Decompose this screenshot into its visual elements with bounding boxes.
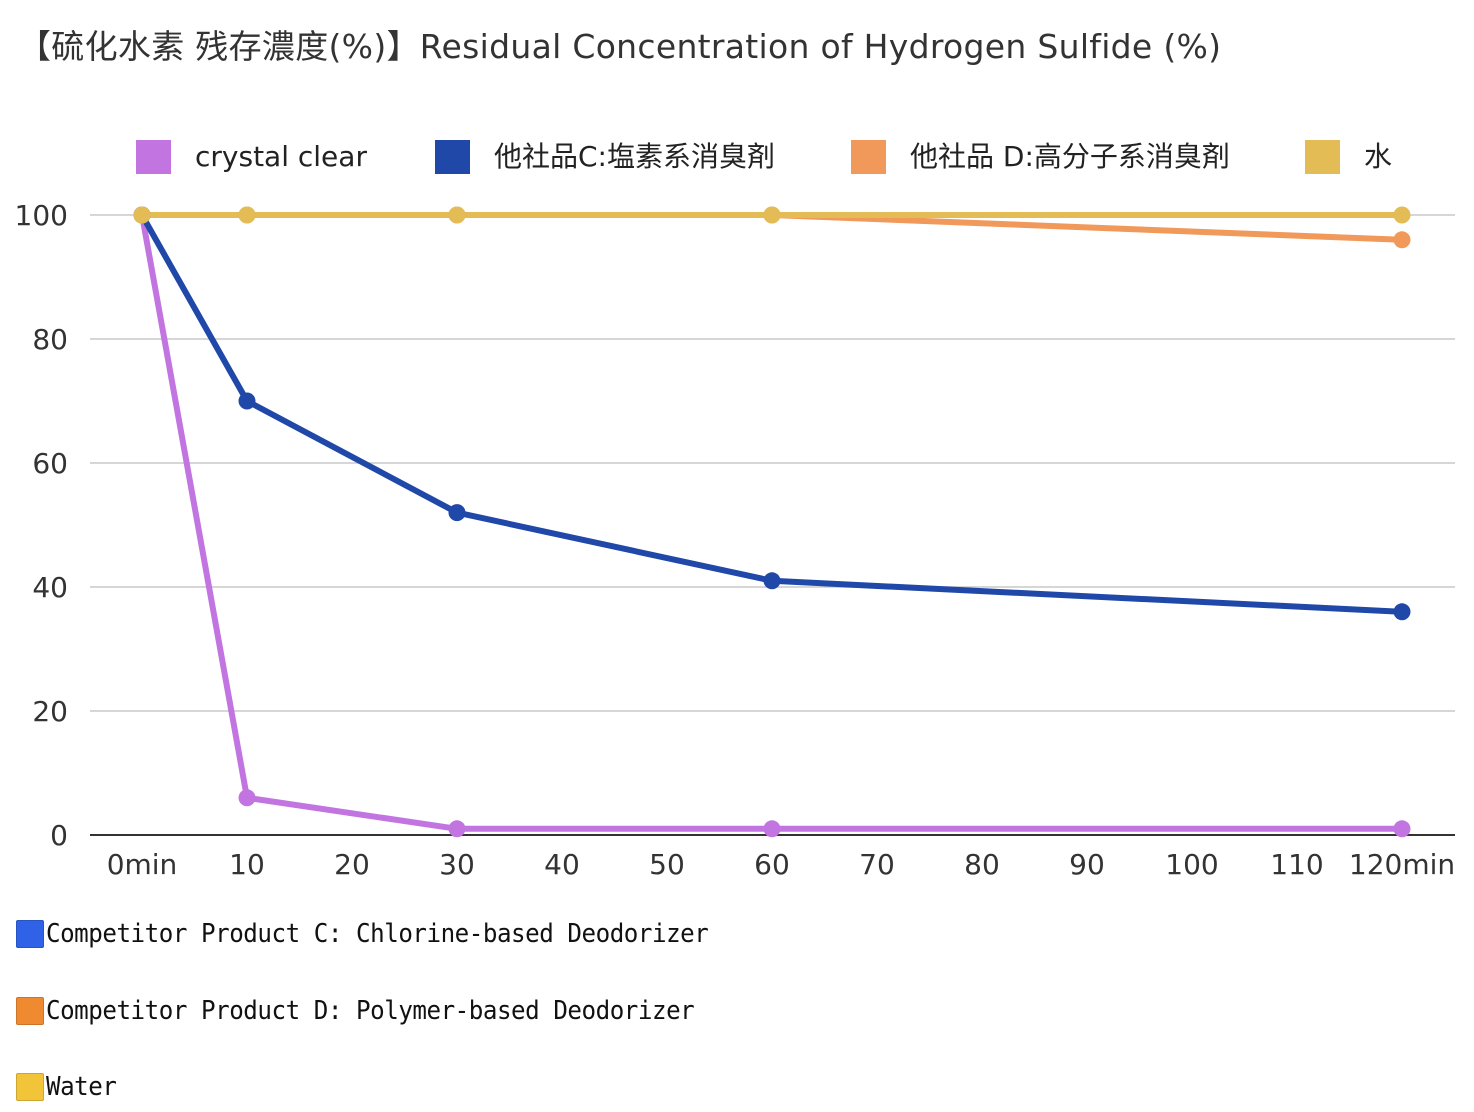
x-tick-label: 40 [544,848,580,881]
series-line-1 [139,212,1405,615]
x-tick-label: 110 [1270,848,1323,881]
y-tick-label: 40 [32,571,68,604]
data-point-2-4 [1393,231,1411,249]
note-text-c: Competitor Product C: Chlorine-based Deo… [46,919,709,949]
data-point-3-1 [238,206,256,224]
data-point-0-2 [448,820,466,838]
x-tick-label: 50 [649,848,685,881]
x-tick-label: 10 [229,848,265,881]
note-item-d: Competitor Product D: Polymer-based Deod… [16,995,743,1027]
x-tick-label: 70 [859,848,895,881]
data-point-3-4 [1393,206,1411,224]
note-text-water: Water [46,1072,117,1102]
series-lines [139,212,1405,832]
data-point-0-1 [238,789,256,807]
orange-swatch-icon [16,997,44,1025]
chart-title: 【硫化水素 残存濃度(%)】Residual Concentration of … [18,27,1222,66]
note-item-c: Competitor Product C: Chlorine-based Deo… [16,918,758,950]
legend-swatch-icon [136,140,171,174]
data-point-3-3 [763,206,781,224]
data-point-3-2 [448,206,466,224]
x-tick-label: 0min [107,848,178,881]
grid-lines [90,214,1455,836]
x-tick-label: 20 [334,848,370,881]
line-chart: 0 20 40 60 80 100 0min 10 20 30 40 50 60 70 80 90 100 110… [15,140,1456,881]
legend: crystal clear 他社品C:塩素系消臭剤 他社品 D:高分子系消臭剤 水 [136,140,1392,174]
legend-swatch-icon [1305,140,1340,174]
note-item-water: Water [16,1071,122,1103]
data-point-0-4 [1393,820,1411,838]
note-text-d: Competitor Product D: Polymer-based Deod… [46,996,695,1026]
data-point-0-3 [763,820,781,838]
x-tick-label: 30 [439,848,475,881]
y-tick-label: 100 [15,199,68,232]
x-tick-label: 80 [964,848,1000,881]
legend-label: crystal clear [195,140,367,173]
legend-swatch-icon [435,140,470,174]
y-tick-label: 20 [32,695,68,728]
data-point-1-4 [1393,603,1411,621]
yellow-swatch-icon [16,1073,44,1101]
data-point-3-0 [133,206,151,224]
x-tick-label: 90 [1069,848,1105,881]
legend-label: 他社品 D:高分子系消臭剤 [910,140,1230,173]
data-point-1-2 [448,504,466,522]
x-tick-label: 60 [754,848,790,881]
y-tick-label: 60 [32,447,68,480]
series-line-0 [139,212,1405,832]
data-point-1-3 [763,572,781,590]
x-tick-label: 120min [1349,848,1455,881]
legend-label: 水 [1364,140,1392,173]
legend-swatch-icon [851,140,886,174]
blue-swatch-icon [16,920,44,948]
y-tick-label: 80 [32,323,68,356]
legend-label: 他社品C:塩素系消臭剤 [494,140,775,173]
data-points [133,206,1411,838]
data-point-1-1 [238,392,256,410]
x-tick-label: 100 [1165,848,1218,881]
axes: 0 20 40 60 80 100 0min 10 20 30 40 50 60 70 80 90 100 110… [15,199,1456,881]
y-tick-label: 0 [50,819,68,852]
